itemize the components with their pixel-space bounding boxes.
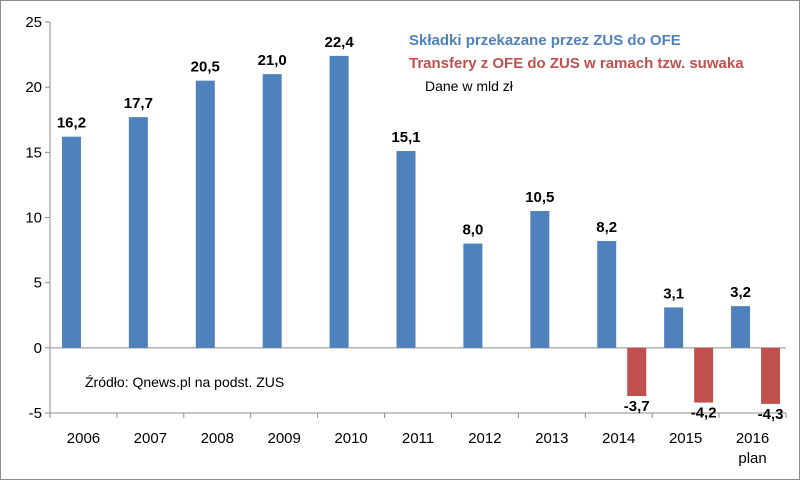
y-tick-label: 5 [34, 275, 42, 292]
data-label: 3,2 [730, 284, 751, 301]
bar-transfers [627, 347, 647, 397]
data-label: -4,3 [758, 406, 784, 423]
y-ticks: -5 0 5 10 15 20 25 [25, 14, 50, 422]
data-label: 21,0 [258, 52, 287, 69]
bar-transfers [694, 347, 714, 403]
bar-contributions [262, 74, 282, 348]
bar-contributions [195, 80, 215, 348]
y-tick-label: 15 [25, 144, 42, 161]
bar-contributions [463, 243, 483, 348]
y-tick-label: -5 [29, 405, 42, 422]
y-tick-label: 20 [25, 79, 42, 96]
legend-entry-transfers: Transfery z OFE do ZUS w ramach tzw. suw… [409, 55, 744, 72]
y-tick-label: 0 [34, 340, 42, 357]
bar-transfers [761, 347, 781, 404]
data-label: 17,7 [124, 95, 153, 112]
source-note: Źródło: Qnews.pl na podst. ZUS [85, 374, 284, 390]
x-tick-label: 2016 [736, 430, 769, 447]
bar-contributions [597, 240, 617, 348]
data-label: 22,4 [324, 34, 354, 51]
bar-contributions [664, 307, 684, 348]
y-tick-label: 10 [25, 210, 42, 227]
bar-contributions [530, 210, 550, 348]
data-label: 20,5 [191, 59, 220, 76]
data-label: -4,2 [691, 405, 717, 422]
bars [61, 55, 781, 404]
x-tick-label: 2008 [201, 430, 234, 447]
x-tick-label: 2015 [669, 430, 702, 447]
data-label: 15,1 [391, 129, 420, 146]
data-label: 10,5 [525, 189, 554, 206]
legend-entry-contributions: Składki przekazane przez ZUS do OFE [409, 32, 681, 49]
data-label: 8,2 [596, 219, 617, 236]
legend: Składki przekazane przez ZUS do OFE Tran… [409, 32, 744, 94]
bar-contributions [329, 55, 349, 348]
x-tick-label: 2014 [602, 430, 635, 447]
bar-contributions [396, 151, 416, 348]
data-label: 16,2 [57, 115, 86, 132]
data-label: 3,1 [663, 285, 684, 302]
x-tick-sublabel: plan [738, 450, 766, 467]
data-label: 8,0 [462, 222, 483, 239]
bar-contributions [61, 136, 81, 348]
unit-note: Dane w mld zł [425, 78, 514, 94]
bar-contributions [128, 117, 148, 348]
x-tick-label: 2006 [67, 430, 100, 447]
x-tick-label: 2009 [267, 430, 300, 447]
x-tick-label: 2010 [334, 430, 367, 447]
axes [49, 22, 786, 414]
x-tick-label: 2007 [134, 430, 167, 447]
y-tick-label: 25 [25, 14, 42, 31]
data-labels: 16,2 17,7 20,5 21,0 22,4 15,1 8,0 10,5 8,2 3,1 3,2… [57, 34, 784, 423]
data-label: -3,7 [624, 398, 650, 415]
x-tick-label: 2012 [468, 430, 501, 447]
x-tick-label: 2013 [535, 430, 568, 447]
x-tick-label: 2011 [402, 430, 434, 447]
bar-contributions [731, 306, 751, 348]
x-ticks: 2006 2007 2008 2009 2010 2011 2012 2013 2014 2015… [49, 413, 787, 467]
